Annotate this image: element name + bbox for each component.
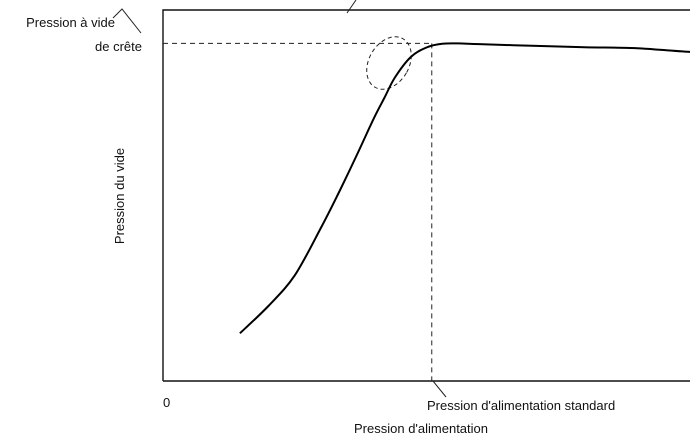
peak-label-leader [112, 8, 142, 34]
plot-frame [162, 9, 690, 382]
origin-label: 0 [163, 395, 170, 410]
y-axis-label: Pression du vide [112, 148, 127, 244]
peak-label-line1: Pression à vide [26, 15, 115, 30]
knee-leader [346, 0, 357, 14]
knee-highlight-ellipse [366, 36, 412, 90]
x-axis-label: Pression d'alimentation [354, 421, 488, 436]
standard-label-leader [432, 380, 447, 398]
standard-label: Pression d'alimentation standard [427, 398, 615, 413]
peak-label-line2: de crête [95, 39, 142, 54]
series-line [239, 42, 690, 335]
